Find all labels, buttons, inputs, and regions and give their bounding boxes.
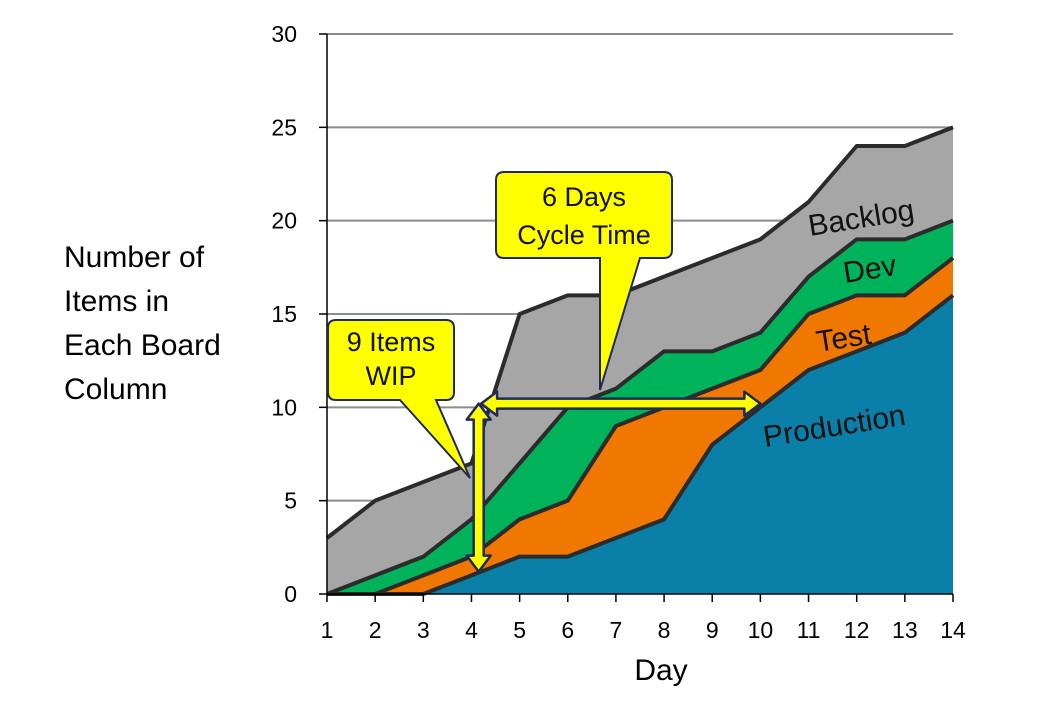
x-tick-label-2: 2 [369, 617, 382, 643]
x-tick-label-14: 14 [940, 617, 966, 643]
boundary-production [327, 293, 955, 596]
y-axis-title: Number of Items in Each Board Column [64, 236, 284, 412]
callout-cycle-box [495, 171, 673, 391]
y-tick-label-10: 10 [271, 394, 297, 420]
x-tick-label-3: 3 [417, 617, 430, 643]
callout-cycle-line1: 6 Days [542, 182, 626, 212]
x-axis-title: Day [634, 654, 687, 687]
x-tick-label-13: 13 [892, 617, 918, 643]
callouts: 9 Items WIP 6 Days Cycle Time [327, 171, 673, 479]
boundary-dev [326, 218, 954, 596]
y-tick-label-0: 0 [284, 581, 297, 607]
x-tick-label-10: 10 [748, 617, 774, 643]
y-axis-title-line4: Column [64, 373, 168, 406]
callout-wip-line1: 9 Items [347, 327, 436, 357]
y-axis-title-line2: Items in [64, 285, 170, 318]
cycle-arrow [479, 390, 762, 417]
boundary-backlog [325, 125, 954, 540]
x-tick-label-7: 7 [610, 617, 623, 643]
callout-cycle-line2: Cycle Time [517, 220, 651, 250]
x-tick-label-6: 6 [561, 617, 574, 643]
x-tick-label-1: 1 [321, 617, 334, 643]
x-tick-label-11: 11 [797, 617, 821, 643]
callout-wip-box [327, 319, 471, 479]
axes [319, 33, 954, 602]
series-boundary-lines [325, 125, 955, 596]
y-axis-title-line3: Each Board [64, 329, 221, 362]
wip-arrow [465, 402, 492, 573]
x-tick-label-9: 9 [706, 617, 719, 643]
y-axis-title-line1: Number of [64, 241, 205, 274]
area-production [327, 295, 953, 594]
callout-wip-line2: WIP [366, 361, 417, 391]
y-tick-label-30: 30 [271, 21, 297, 47]
boundary-test [327, 256, 955, 596]
y-tick-label-25: 25 [271, 114, 297, 140]
x-tick-label-4: 4 [465, 617, 478, 643]
x-tick-label-12: 12 [844, 617, 870, 643]
x-tick-label-5: 5 [513, 617, 526, 643]
area-test [327, 258, 953, 594]
y-tick-label-20: 20 [271, 208, 297, 234]
x-tick-label-8: 8 [658, 617, 671, 643]
y-tick-label-5: 5 [284, 488, 297, 514]
series-label-dev: Dev [841, 249, 899, 290]
arrows [465, 390, 762, 573]
y-tick-label-15: 15 [271, 301, 297, 327]
